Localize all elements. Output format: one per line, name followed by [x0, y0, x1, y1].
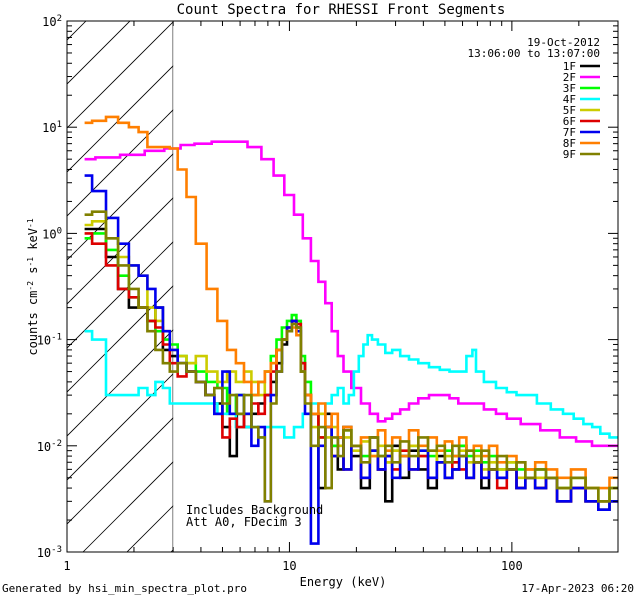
legend-label-9F: 9F [563, 148, 576, 161]
hatch-line [67, 109, 174, 217]
legend-label-6F: 6F [563, 115, 576, 128]
hatch-line [67, 417, 174, 525]
x-tick-label: 100 [501, 559, 523, 573]
footer-timestamp: 17-Apr-2023 06:20 [521, 582, 634, 595]
y-tick-label: 10-1 [37, 333, 62, 348]
hatch-line [67, 197, 174, 305]
series-line-9F [84, 210, 618, 503]
legend-label-3F: 3F [563, 82, 576, 95]
hatch-line [67, 65, 174, 173]
x-axis-label: Energy (keV) [300, 575, 387, 589]
legend-time-range: 13:06:00 to 13:07:00 [468, 47, 600, 60]
plot-frame [66, 20, 619, 553]
legend-label-5F: 5F [563, 104, 576, 117]
chart-title: Count Spectra for RHESSI Front Segments [177, 2, 506, 18]
legend-label-1F: 1F [563, 60, 576, 73]
hatch-line [67, 21, 87, 41]
hatch-line [67, 373, 174, 481]
series-line-7F [84, 174, 618, 545]
legend-label-4F: 4F [563, 93, 576, 106]
x-tick-label: 1 [63, 559, 70, 573]
y-tick-label: 100 [42, 226, 62, 241]
series-line-4F [84, 329, 618, 439]
hatch-line [0, 21, 42, 552]
hatch-line [67, 153, 174, 261]
legend-label-8F: 8F [563, 137, 576, 150]
annotation-background: Includes Background [186, 503, 323, 517]
series-line-8F [84, 115, 618, 490]
series-line-2F [84, 140, 618, 448]
y-axis-label: counts cm-2 s-1 keV-1 [26, 218, 41, 355]
y-tick-label: 102 [42, 14, 62, 29]
hatch-line [67, 285, 174, 393]
y-tick-label: 10-3 [37, 545, 62, 560]
legend-label-2F: 2F [563, 71, 576, 84]
footer-generated-by: Generated by hsi_min_spectra_plot.pro [2, 582, 248, 595]
y-tick-label: 10-2 [37, 439, 62, 454]
legend-date: 19-Oct-2012 [527, 36, 600, 49]
hatch-line [67, 21, 131, 85]
y-tick-label: 101 [42, 120, 62, 135]
hatch-line [67, 241, 174, 349]
hatch-line [67, 21, 174, 129]
x-tick-label: 10 [282, 559, 296, 573]
hatch-line [82, 461, 174, 552]
legend-label-7F: 7F [563, 126, 576, 139]
annotation-attenuator: Att A0, FDecim 3 [186, 515, 302, 529]
